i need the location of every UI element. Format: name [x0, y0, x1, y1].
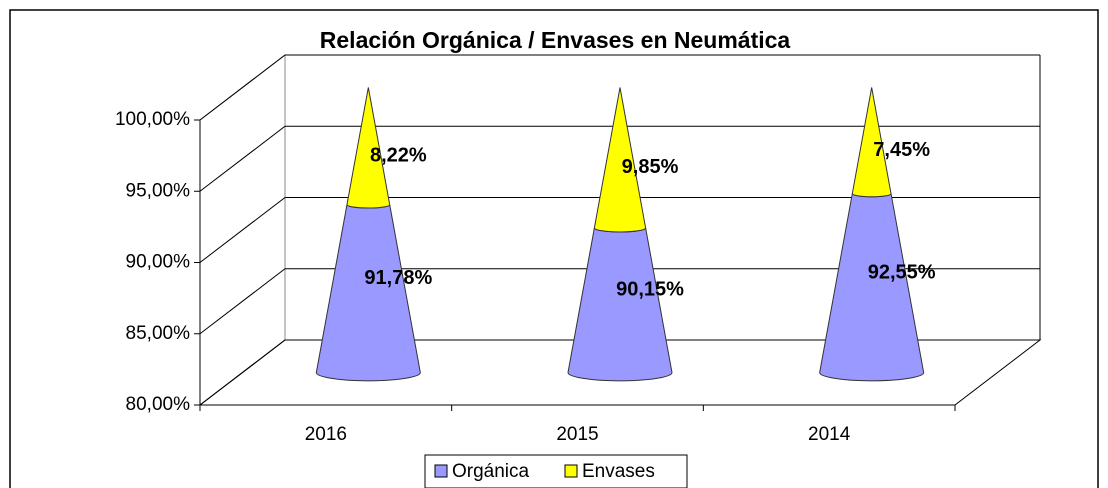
legend-label: Orgánica: [452, 461, 530, 482]
x-tick-label: 2015: [556, 424, 598, 445]
legend-swatch: [434, 464, 448, 478]
grid-line-side: [199, 54, 286, 121]
legend-label: Envases: [582, 461, 655, 482]
data-label: 8,22%: [370, 144, 427, 166]
x-tick-label: 2016: [305, 424, 347, 445]
legend-swatch: [564, 464, 578, 478]
y-tick-label: 90,00%: [126, 252, 191, 273]
cone-segment: [593, 87, 647, 233]
data-label: 90,15%: [616, 278, 684, 300]
data-label: 7,45%: [873, 139, 930, 161]
grid-line-side: [199, 268, 286, 335]
legend: Orgánica Envases: [424, 454, 688, 488]
x-tick-label: 2014: [808, 424, 851, 445]
y-tick-label: 100,00%: [115, 109, 190, 130]
legend-box: [424, 454, 688, 488]
grid-line-side: [199, 339, 286, 406]
chart-border: [9, 9, 1099, 488]
data-label: 91,78%: [364, 267, 432, 289]
data-label: 92,55%: [868, 261, 936, 283]
chart-title: Relación Orgánica / Envases en Neumática: [320, 27, 791, 53]
cone-segment: [346, 87, 391, 209]
y-tick-label: 85,00%: [126, 323, 191, 344]
y-tick-label: 80,00%: [126, 394, 191, 415]
grid-line-side: [199, 197, 286, 263]
grid-line-side: [199, 125, 286, 192]
cone-segment: [851, 87, 892, 198]
y-tick-label: 95,00%: [126, 180, 191, 201]
data-label: 9,85%: [622, 156, 679, 178]
